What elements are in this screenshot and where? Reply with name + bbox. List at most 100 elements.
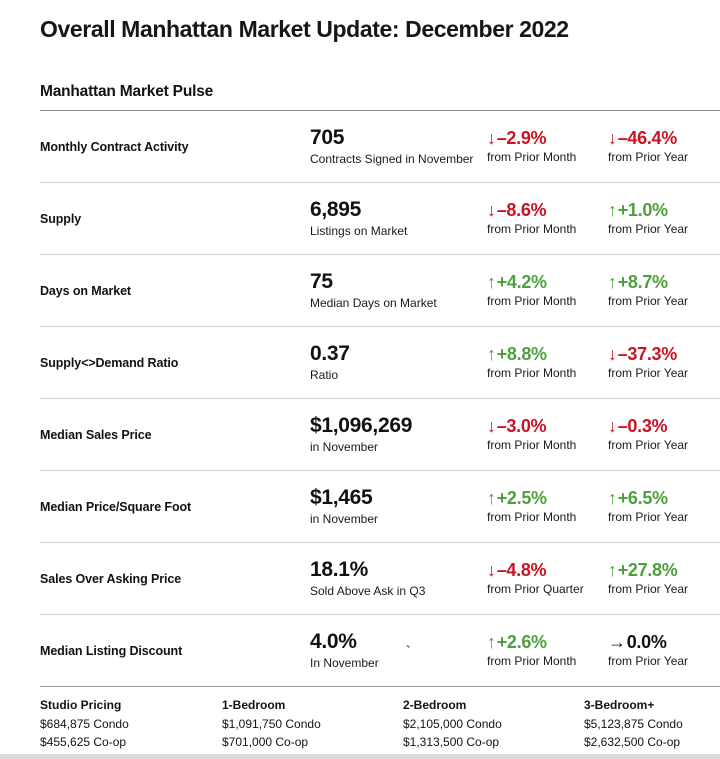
trend-arrow-icon: ↑ <box>487 631 496 652</box>
change-vs-prior-period: ↑+2.5% from Prior Month <box>487 487 608 525</box>
change-value: +4.2% <box>496 271 547 292</box>
trend-arrow-icon: ↓ <box>487 199 496 220</box>
metric-value-block: 0.37 Ratio <box>310 341 487 382</box>
change-caption: from Prior Month <box>487 510 577 525</box>
pricing-coop-value: $701,000 Co-op <box>222 735 309 749</box>
trend-arrow-icon: ↑ <box>487 343 496 364</box>
metric-value: 75 <box>310 269 333 293</box>
change-value: –0.3% <box>617 415 668 436</box>
change-caption: from Prior Year <box>608 438 689 453</box>
change-value: 0.0% <box>626 631 667 652</box>
metric-value: 0.37 <box>310 341 350 365</box>
change-caption: from Prior Year <box>608 582 689 597</box>
change-value-line: ↓–4.8% <box>487 559 608 580</box>
metric-row: Monthly Contract Activity 705 Contracts … <box>40 111 720 183</box>
change-caption: from Prior Month <box>487 222 577 237</box>
pricing-coop-value: $2,632,500 Co-op <box>584 735 681 749</box>
metric-label: Monthly Contract Activity <box>40 139 189 154</box>
pricing-condo-value: $5,123,875 Condo <box>584 716 683 731</box>
change-value-line: ↑+27.8% <box>608 559 720 580</box>
metric-value-block: 4.0% In November <box>310 629 487 671</box>
change-value-line: ↓–37.3% <box>608 343 720 364</box>
change-value: +6.5% <box>617 487 668 508</box>
metric-row: Supply 6,895 Listings on Market ↓–8.6% f… <box>40 183 720 255</box>
change-value: –8.6% <box>496 199 547 220</box>
change-value-line: ↓–8.6% <box>487 199 608 220</box>
change-caption: from Prior Year <box>608 654 689 669</box>
change-vs-prior-period: ↓–8.6% from Prior Month <box>487 199 608 237</box>
metric-value: 4.0% <box>310 629 357 653</box>
metric-row: Days on Market 75 Median Days on Market … <box>40 255 720 327</box>
change-value-line: ↑+4.2% <box>487 271 608 292</box>
change-vs-prior-period: ↓–4.8% from Prior Quarter <box>487 559 608 596</box>
metric-row: Sales Over Asking Price 18.1% Sold Above… <box>40 543 720 615</box>
change-value-line: ↓–3.0% <box>487 415 608 436</box>
change-vs-prior-year: ↑+8.7% from Prior Year <box>608 271 720 308</box>
metric-label: Sales Over Asking Price <box>40 571 182 586</box>
metric-value-caption: Median Days on Market <box>310 296 437 311</box>
change-value: –4.8% <box>496 559 547 580</box>
trend-arrow-icon: ↓ <box>487 127 496 148</box>
change-value: +1.0% <box>617 199 668 220</box>
pricing-coop-value: $455,625 Co-op <box>40 735 127 749</box>
metric-label: Supply<>Demand Ratio <box>40 355 179 370</box>
metrics-table: Monthly Contract Activity 705 Contracts … <box>0 111 720 686</box>
pricing-condo-value: $1,091,750 Condo <box>222 716 321 731</box>
change-vs-prior-period: ↓–2.9% from Prior Month <box>487 127 608 165</box>
metric-value-block: $1,465 in November <box>310 485 487 527</box>
pricing-column: 2-Bedroom $2,105,000 Condo $1,313,500 Co… <box>403 698 584 749</box>
pricing-condo-value: $2,105,000 Condo <box>403 716 502 731</box>
metric-value-block: 18.1% Sold Above Ask in Q3 <box>310 558 487 599</box>
change-value: +8.8% <box>496 343 547 364</box>
trend-arrow-icon: ↑ <box>608 559 617 580</box>
metric-value-caption: in November <box>310 512 379 527</box>
change-value-line: →0.0% <box>608 631 720 652</box>
metric-value-caption: Listings on Market <box>310 224 408 239</box>
pricing-column-label: 1-Bedroom <box>222 698 286 712</box>
change-vs-prior-year: ↑+27.8% from Prior Year <box>608 559 720 597</box>
metric-value-caption: Sold Above Ask in Q3 <box>310 584 426 599</box>
change-value: +8.7% <box>617 271 668 292</box>
metric-label: Days on Market <box>40 283 131 298</box>
change-value: +2.6% <box>496 631 547 652</box>
change-value: –37.3% <box>617 343 678 364</box>
change-caption: from Prior Year <box>608 150 689 165</box>
metric-value-caption: In November <box>310 656 379 671</box>
metric-value-block: 6,895 Listings on Market <box>310 198 487 239</box>
change-value-line: ↑+2.5% <box>487 487 608 508</box>
pricing-column: 3-Bedroom+ $5,123,875 Condo $2,632,500 C… <box>584 698 720 749</box>
metric-value: $1,465 <box>310 485 373 509</box>
change-caption: from Prior Month <box>487 150 577 165</box>
trend-arrow-icon: ↑ <box>608 199 617 220</box>
trend-arrow-icon: ↑ <box>487 271 496 292</box>
change-vs-prior-year: ↓–0.3% from Prior Year <box>608 415 720 453</box>
metric-row: Supply<>Demand Ratio 0.37 Ratio ↑+8.8% f… <box>40 327 720 399</box>
stray-artifact-mark: ` <box>406 643 411 658</box>
metric-row: Median Price/Square Foot $1,465 in Novem… <box>40 471 720 543</box>
metric-label: Median Sales Price <box>40 427 152 442</box>
trend-arrow-icon: ↓ <box>608 127 617 148</box>
section-divider <box>40 110 720 111</box>
metric-row: Median Listing Discount 4.0% In November… <box>40 615 720 686</box>
change-vs-prior-year: ↑+6.5% from Prior Year <box>608 487 720 525</box>
change-vs-prior-year: ↓–46.4% from Prior Year <box>608 127 720 165</box>
change-value-line: ↓–0.3% <box>608 415 720 436</box>
metric-value-block: 75 Median Days on Market <box>310 269 487 311</box>
metric-value: 705 <box>310 125 345 149</box>
change-value: +27.8% <box>617 559 678 580</box>
pricing-footer: Studio Pricing $684,875 Condo $455,625 C… <box>40 698 720 749</box>
trend-arrow-icon: → <box>608 631 626 652</box>
metric-value-caption: Contracts Signed in November <box>310 152 474 167</box>
change-value: –46.4% <box>617 127 678 148</box>
change-caption: from Prior Year <box>608 510 689 525</box>
change-caption: from Prior Month <box>487 294 577 309</box>
footer-divider <box>40 686 720 687</box>
pricing-coop-value: $1,313,500 Co-op <box>403 735 500 749</box>
trend-arrow-icon: ↓ <box>487 415 496 436</box>
trend-arrow-icon: ↓ <box>608 343 617 364</box>
change-value: +2.5% <box>496 487 547 508</box>
pricing-column-label: 2-Bedroom <box>403 698 467 712</box>
change-value-line: ↓–2.9% <box>487 127 608 148</box>
change-value: –2.9% <box>496 127 547 148</box>
trend-arrow-icon: ↑ <box>487 487 496 508</box>
